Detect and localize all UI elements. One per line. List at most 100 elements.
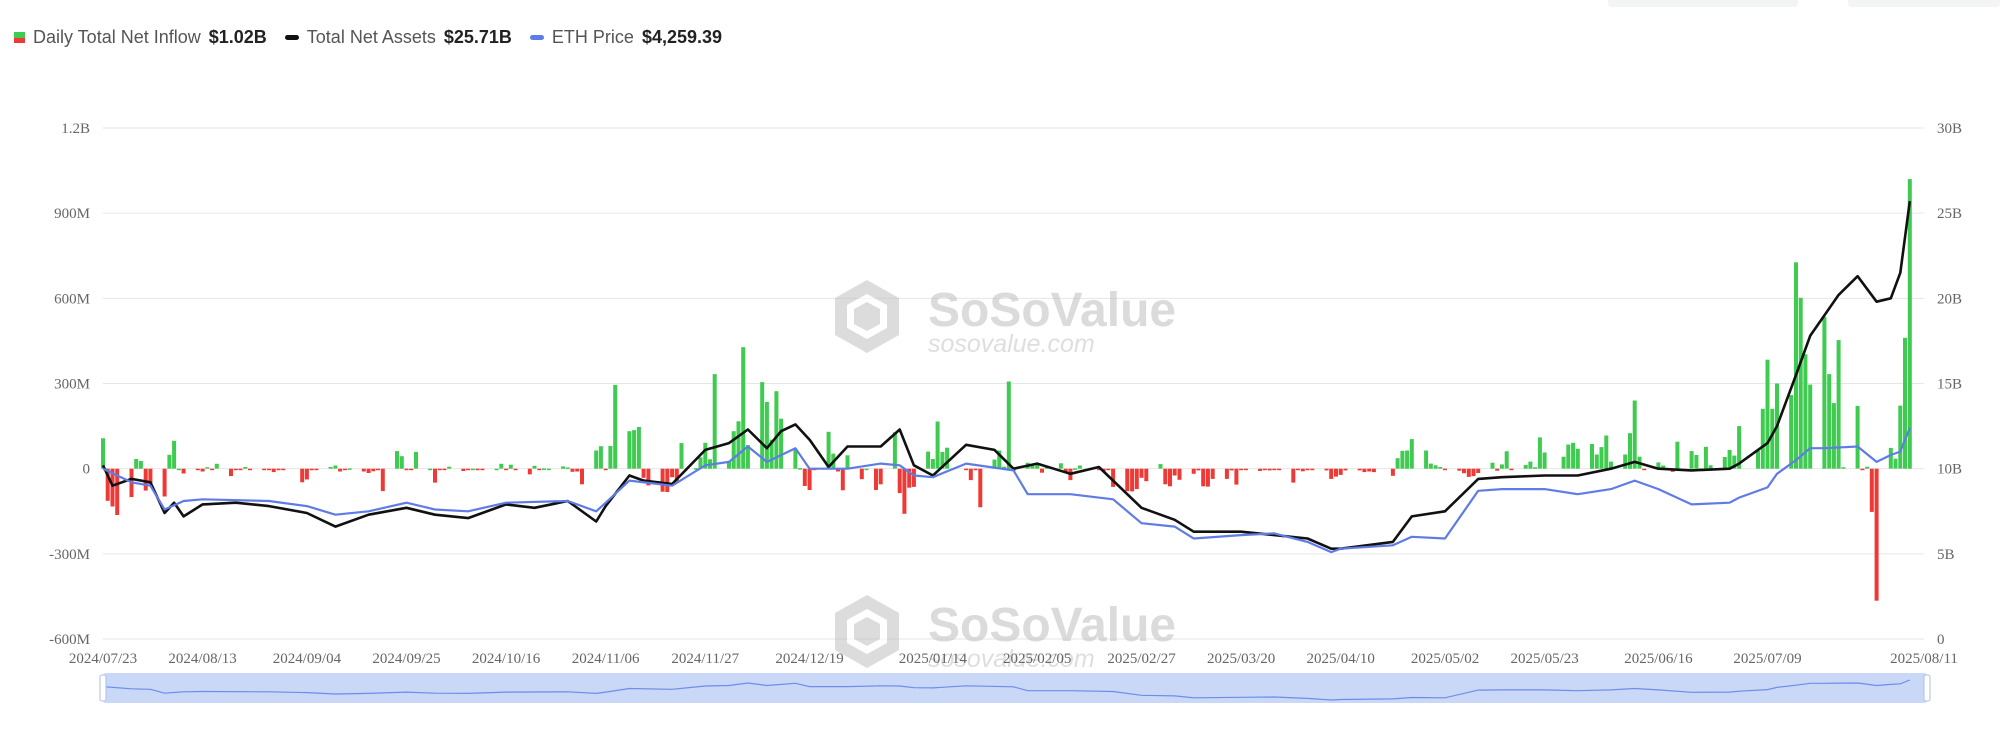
eth-line-swatch-icon [529, 34, 544, 40]
inflow-bar [978, 468, 983, 508]
inflow-bar [636, 426, 641, 469]
chart-menu-button[interactable] [1848, 0, 2000, 7]
inflow-bar [1827, 374, 1832, 469]
y-right-tick-label: 20B [1937, 291, 1962, 307]
inflow-bar [262, 468, 267, 471]
inflow-bar [769, 439, 774, 469]
inflow-bar [608, 446, 613, 469]
inflow-bar [679, 443, 684, 469]
inflow-bar [1822, 317, 1827, 469]
inflow-bar [878, 468, 883, 485]
inflow-bar [727, 461, 731, 469]
inflow-bar [466, 468, 471, 471]
inflow-bar [442, 468, 447, 471]
inflow-bar [1727, 449, 1732, 469]
inflow-bar [1537, 437, 1542, 469]
inflow-bar [1438, 467, 1443, 469]
inflow-bar [1229, 468, 1234, 471]
inflow-bar [1258, 468, 1263, 471]
inflow-bar [561, 466, 565, 469]
inflow-bar [1357, 468, 1362, 471]
inflow-bar [1703, 446, 1708, 469]
inflow-bar [570, 468, 575, 472]
inflow-bar [527, 468, 532, 475]
legend-value: $4,259.39 [641, 26, 723, 47]
inflow-bar [1760, 408, 1765, 469]
inflow-bar [973, 468, 978, 471]
inflow-bar [1002, 466, 1006, 469]
inflow-bar [1855, 405, 1860, 469]
inflow-bar [940, 451, 945, 469]
inflow-bar [945, 447, 950, 469]
legend-item-total-net-assets[interactable]: Total Net Assets $25.71B [284, 27, 512, 48]
inflow-bar [1675, 441, 1680, 469]
x-tick-label: 2025/02/27 [1107, 651, 1176, 667]
x-tick-label: 2024/11/27 [671, 651, 739, 667]
inflow-bar [1134, 468, 1139, 490]
inflow-bar [565, 467, 570, 469]
inflow-bar [1874, 468, 1879, 601]
inflow-bar [342, 468, 347, 471]
inflow-bar [1533, 467, 1538, 469]
inflow-bar [712, 374, 717, 469]
range-selector[interactable] [1608, 0, 1798, 7]
inflow-bar [1504, 451, 1509, 469]
inflow-bar [404, 468, 409, 471]
inflow-bar [741, 347, 746, 469]
inflow-bar [1599, 447, 1604, 469]
inflow-bar [1334, 468, 1338, 477]
watermark-url: sosovalue.com [928, 330, 1095, 358]
inflow-bar [1528, 461, 1533, 469]
inflow-bar [1661, 465, 1666, 469]
inflow-bar [433, 468, 437, 483]
inflow-bar [1689, 451, 1694, 469]
inflow-bar [542, 468, 546, 470]
inflow-bar [395, 451, 399, 469]
inflow-bar [802, 468, 807, 486]
inflow-bar [575, 468, 580, 472]
inflow-bar [414, 451, 418, 469]
sosovalue-logo-icon [835, 595, 899, 668]
inflow-bar [1324, 468, 1329, 471]
inflow-bar [826, 431, 831, 469]
inflow-bar [1575, 448, 1580, 469]
inflow-bar [627, 431, 632, 469]
inflow-bar [693, 468, 698, 470]
x-tick-label: 2025/07/09 [1733, 651, 1801, 667]
inflow-bar [148, 468, 153, 484]
inflow-bar [840, 468, 845, 491]
y-axis-right: 30B 25B 20B 15B 10B 5B 0 [1937, 121, 1962, 648]
inflow-bar [907, 468, 912, 488]
inflow-bar [1338, 468, 1343, 475]
inflow-bar [1130, 468, 1135, 492]
inflow-bar [1462, 468, 1466, 474]
y-right-tick-label: 5B [1937, 547, 1955, 563]
inflow-bar [172, 440, 177, 469]
inflow-bar [361, 468, 366, 472]
inflow-bar [1789, 395, 1794, 469]
inflow-bar [1831, 403, 1836, 469]
inflow-bar [480, 468, 485, 471]
inflow-bar [271, 468, 276, 473]
inflow-bar [1400, 450, 1405, 469]
legend-item-eth-price[interactable]: ETH Price $4,259.39 [529, 26, 723, 48]
inflow-bar [1869, 468, 1874, 512]
x-tick-label: 2024/08/13 [168, 651, 236, 667]
gridlines [103, 127, 1924, 640]
inflow-bar [333, 465, 338, 469]
y-left-tick-label: -600M [49, 632, 90, 648]
x-tick-label: 2024/09/25 [372, 651, 440, 667]
inflow-bar [1168, 468, 1172, 487]
inflow-bar [1210, 468, 1215, 479]
inflow-bar [1177, 468, 1182, 480]
inflow-bar [1566, 444, 1571, 469]
inflow-bar [1371, 468, 1376, 473]
range-navigator[interactable] [99, 673, 1931, 703]
inflow-bar [1040, 468, 1044, 473]
x-tick-label: 2025/05/23 [1510, 651, 1578, 667]
legend-item-inflow[interactable]: Daily Total Net Inflow $1.02B [14, 27, 267, 48]
inflow-bar [807, 468, 812, 490]
inflow-bar [1623, 454, 1628, 469]
inflow-bar [371, 468, 376, 472]
legend-label: Daily Total Net Inflow [33, 26, 201, 47]
